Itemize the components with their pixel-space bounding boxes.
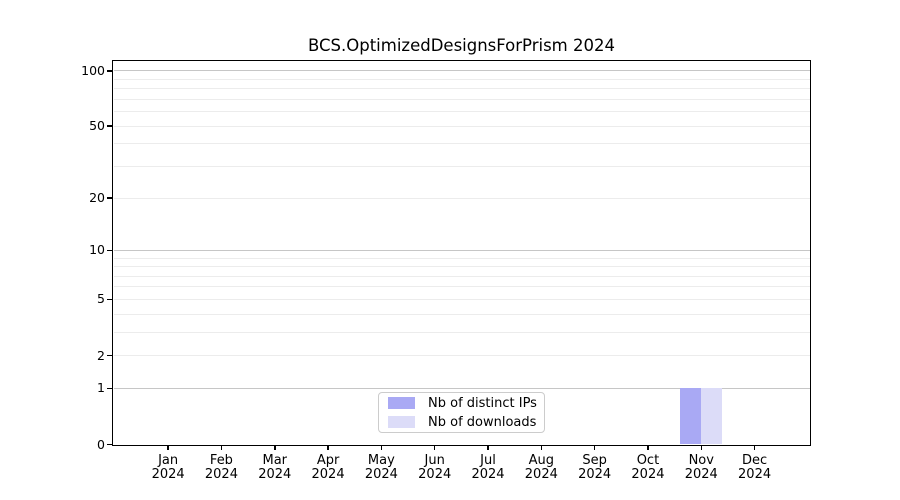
x-tick-mark (220, 444, 223, 450)
y-tick-mark (107, 387, 112, 390)
y-tick-label: 0 (97, 436, 105, 452)
y-gridline-minor (113, 286, 810, 288)
y-tick-mark (107, 354, 112, 357)
x-tick-label: Jun 2024 (418, 452, 452, 482)
y-gridline-minor (113, 125, 810, 127)
legend-label: Nb of downloads (428, 414, 537, 430)
x-tick-mark (327, 444, 329, 450)
legend-entry-distinct-ips: Nb of distinct IPs (388, 395, 537, 411)
x-tick-mark (647, 444, 649, 450)
x-tick-label: Mar 2024 (258, 452, 292, 482)
x-tick-mark (380, 444, 383, 450)
y-gridline-minor (113, 98, 810, 100)
legend-entry-downloads: Nb of downloads (388, 414, 537, 430)
y-gridline-minor (113, 257, 810, 259)
y-tick-mark (107, 249, 112, 252)
bar-downloads (701, 388, 723, 445)
y-gridline-major (113, 249, 810, 251)
x-tick-label: May 2024 (364, 452, 398, 482)
y-tick-label: 2 (97, 347, 105, 363)
y-gridline-minor (113, 88, 810, 90)
y-tick-mark (107, 125, 112, 127)
x-tick-label: Nov 2024 (684, 452, 718, 482)
y-tick-mark (107, 443, 112, 446)
y-gridline-minor (113, 143, 810, 145)
y-tick-label: 100 (81, 62, 105, 78)
y-tick-mark (107, 70, 112, 72)
y-gridline-minor (113, 266, 810, 268)
y-gridline-minor (113, 78, 810, 80)
y-tick-label: 5 (97, 291, 105, 307)
legend: Nb of distinct IPs Nb of downloads (378, 392, 545, 433)
x-tick-mark (487, 444, 489, 450)
x-tick-label: Sep 2024 (578, 452, 612, 482)
x-tick-label: Feb 2024 (204, 452, 238, 482)
y-gridline-minor (113, 165, 810, 167)
x-tick-label: Jan 2024 (151, 452, 185, 482)
y-tick-label: 50 (89, 118, 105, 134)
y-gridline-minor (113, 111, 810, 113)
x-tick-mark (540, 444, 543, 450)
x-tick-mark (433, 444, 436, 450)
x-tick-label: Jul 2024 (471, 452, 505, 482)
legend-swatch-downloads (388, 416, 415, 428)
y-tick-label: 10 (89, 242, 105, 258)
x-tick-label: Apr 2024 (311, 452, 345, 482)
y-gridline-minor (113, 275, 810, 277)
x-tick-mark (593, 444, 596, 450)
y-gridline-minor (113, 355, 810, 357)
x-tick-mark (167, 444, 169, 450)
legend-swatch-distinct-ips (388, 397, 415, 409)
y-gridline-minor (113, 313, 810, 315)
x-tick-label: Oct 2024 (631, 452, 665, 482)
y-tick-label: 1 (97, 380, 105, 396)
y-gridline-minor (113, 331, 810, 333)
y-tick-label: 20 (89, 190, 105, 206)
y-gridline-minor (113, 197, 810, 199)
x-tick-label: Aug 2024 (524, 452, 558, 482)
y-gridline-minor (113, 298, 810, 300)
chart-title: BCS.OptimizedDesignsForPrism 2024 (307, 36, 615, 55)
x-tick-label: Dec 2024 (738, 452, 772, 482)
x-tick-mark (274, 444, 276, 450)
x-tick-mark (700, 444, 703, 450)
legend-label: Nb of distinct IPs (428, 395, 537, 411)
x-tick-mark (753, 444, 756, 450)
y-gridline-major (113, 387, 810, 389)
y-tick-mark (107, 197, 112, 199)
y-tick-mark (107, 298, 112, 301)
bar-distinct-ips (680, 388, 702, 445)
y-gridline-major (113, 70, 810, 72)
